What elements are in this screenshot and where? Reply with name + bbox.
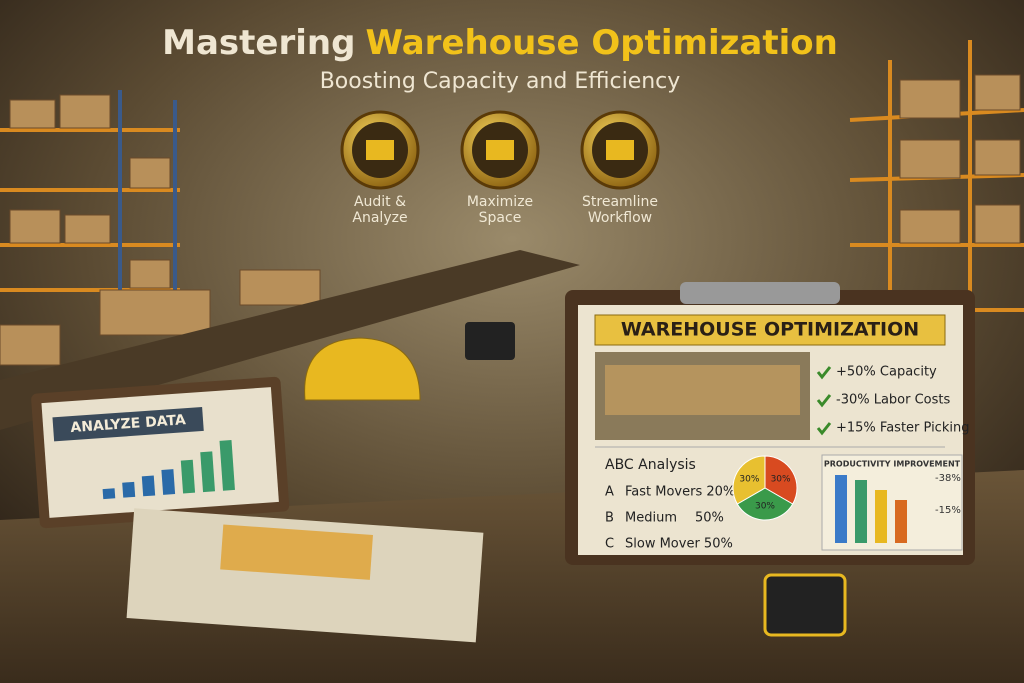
productivity-title: PRODUCTIVITY IMPROVEMENT [824, 460, 961, 469]
icon-label: Audit & [354, 194, 406, 210]
warehouse-image-detail [605, 365, 800, 415]
abc-cell: Slow Mover 50% [625, 537, 733, 552]
abc-cell: B [605, 511, 614, 526]
icon-label: Workflow [588, 210, 652, 226]
pie-slice [732, 455, 766, 505]
heatmap-decor [220, 524, 373, 580]
benefit: -30% Labor Costs [836, 393, 951, 408]
clipboard-paper [41, 387, 279, 518]
pie-slice [764, 455, 798, 505]
benefit: +15% Faster Picking [836, 421, 969, 436]
icon-label: Streamline [582, 194, 658, 210]
clipboard-title: WAREHOUSE OPTIMIZATION [621, 319, 919, 341]
abc-rows: A Fast Movers 20% B Medium 50% C Slow Mover 50… [605, 485, 735, 552]
benefit: +50% Capacity [836, 365, 937, 380]
hard-hat [304, 337, 421, 401]
pie-slice [736, 487, 794, 521]
abc-cell: Fast Movers 20% [625, 485, 735, 500]
calculator [465, 322, 515, 360]
boxes-left [0, 94, 321, 366]
shelves-left [0, 90, 180, 300]
icon-glyph [606, 140, 634, 160]
main-clipboard: WAREHOUSE OPTIMIZATION +50% Capacity -30%… [565, 282, 975, 565]
left-clipboard: ANALYZE DATA [31, 376, 290, 529]
icon-label: Maximize [467, 194, 533, 210]
subtitle: Boosting Capacity and Efficiency [320, 69, 681, 94]
clip [680, 282, 840, 304]
icon-glyph [486, 140, 514, 160]
productivity-label: -15% [935, 505, 961, 516]
icon-label: Space [479, 210, 522, 226]
abc-cell: A [605, 485, 614, 500]
pie-label: 30% [771, 475, 791, 485]
pie-label: 30% [755, 502, 775, 512]
productivity-bars [835, 475, 907, 543]
check-mark [816, 422, 832, 436]
title: Mastering Warehouse Optimization [162, 23, 838, 63]
benefit-list: +50% Capacity -30% Labor Costs +15% Faster… [816, 365, 969, 436]
title-banner [594, 314, 946, 346]
bars-decor [102, 439, 235, 500]
boxes-right [899, 74, 1021, 244]
title-banner [52, 406, 204, 442]
check-mark [816, 394, 832, 408]
pie-label: 30% [739, 475, 759, 485]
abc-cell: Medium [625, 511, 677, 526]
title-highlight: Warehouse Optimization [365, 23, 837, 63]
check-mark [816, 366, 832, 380]
productivity-label: -38% [935, 473, 961, 484]
icon-glyph [366, 140, 394, 160]
calculator-2 [763, 573, 847, 637]
conveyor [0, 250, 580, 430]
abc-title: ABC Analysis [605, 457, 696, 473]
title-lead: Mastering [162, 23, 355, 63]
abc-cell: C [605, 537, 614, 552]
pie-decor: 30% 30% 30% [732, 455, 798, 521]
abc-cell: 50% [695, 511, 724, 526]
icon-label: Analyze [352, 210, 407, 226]
